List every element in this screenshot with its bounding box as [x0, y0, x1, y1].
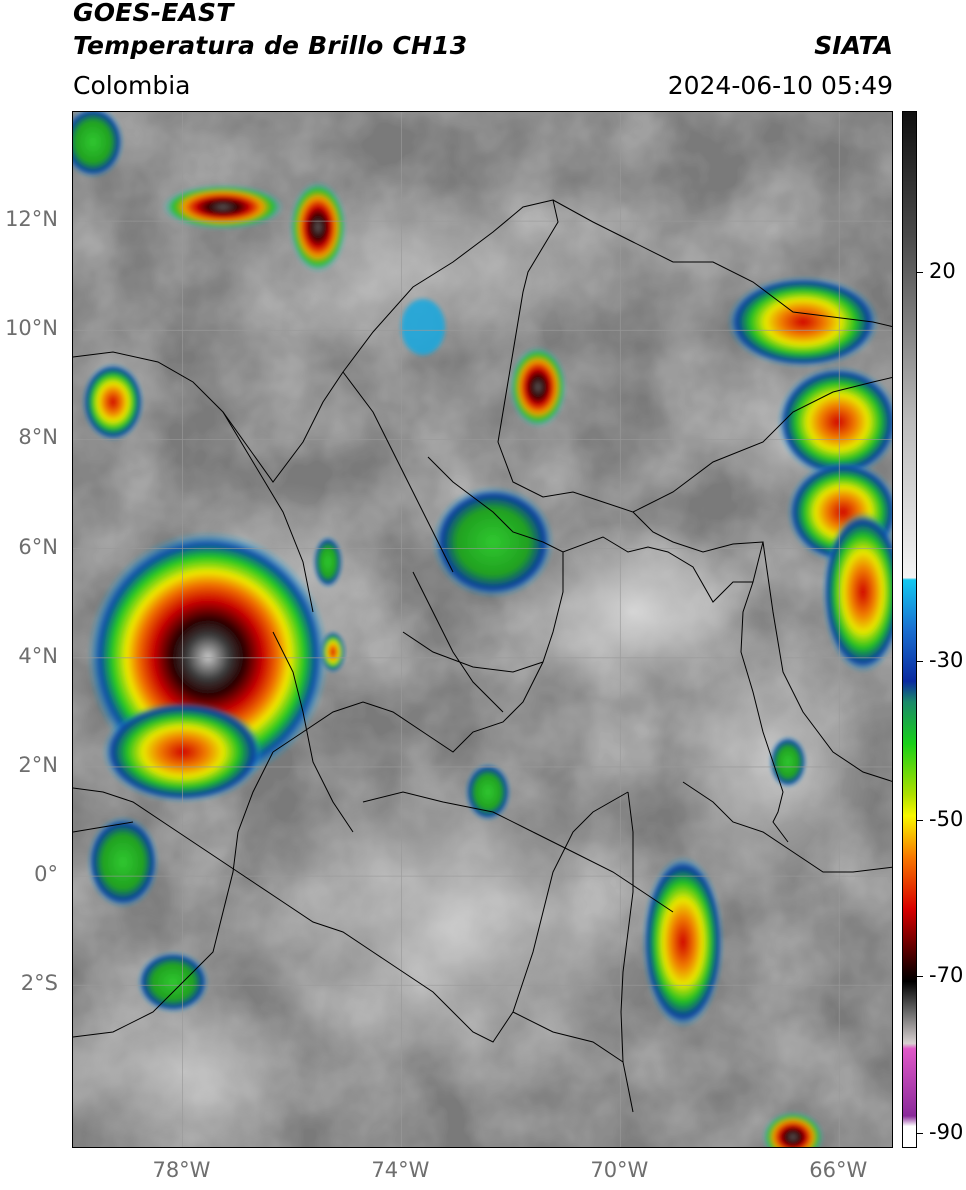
- title-line1: GOES-EAST: [73, 0, 234, 27]
- borders: [73, 199, 892, 1113]
- satellite-map[interactable]: [72, 111, 893, 1148]
- lat-tick-label: 2°N: [18, 752, 58, 777]
- lat-tick-label: 2°S: [20, 971, 58, 996]
- lat-tick-label: 6°N: [18, 534, 58, 559]
- colorbar-tick-label: -50: [929, 807, 964, 832]
- colorbar-tick-label: -70: [929, 962, 964, 987]
- colorbar-tick-mark: [917, 660, 923, 662]
- grid-lines: [73, 112, 892, 1147]
- storm-cells: [73, 112, 892, 1147]
- colorbar-tick-mark: [917, 975, 923, 977]
- lon-tick-label: 74°W: [371, 1158, 430, 1182]
- colorbar-tick-mark: [917, 820, 923, 822]
- colorbar-tick-label: 20: [929, 258, 956, 283]
- lat-tick-label: 10°N: [5, 316, 58, 341]
- colorbar-tick-label: -90: [929, 1120, 964, 1145]
- lon-tick-label: 70°W: [590, 1158, 649, 1182]
- map-canvas: [73, 112, 892, 1147]
- colorbar: [902, 111, 917, 1148]
- lon-tick-label: 78°W: [152, 1158, 211, 1182]
- colorbar-tick-mark: [917, 1133, 923, 1135]
- datetime-label: 2024-06-10 05:49: [667, 71, 893, 100]
- brand-label: SIATA: [814, 31, 893, 60]
- lon-tick-label: 66°W: [809, 1158, 868, 1182]
- lat-tick-label: 4°N: [18, 643, 58, 668]
- region-label: Colombia: [73, 71, 191, 100]
- lat-tick-label: 0°: [34, 862, 58, 887]
- colorbar-tick-mark: [917, 271, 923, 273]
- lat-tick-label: 12°N: [5, 207, 58, 232]
- title-line2: Temperatura de Brillo CH13: [73, 31, 468, 60]
- colorbar-tick-label: -30: [929, 647, 964, 672]
- lat-tick-label: 8°N: [18, 425, 58, 450]
